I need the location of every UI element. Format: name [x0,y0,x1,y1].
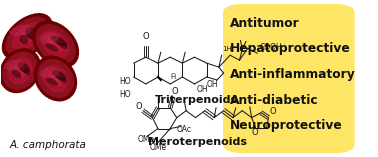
Ellipse shape [18,28,36,45]
Ellipse shape [2,13,53,60]
Ellipse shape [4,60,24,70]
Ellipse shape [48,70,63,87]
Text: 1H: 1H [223,46,232,52]
Ellipse shape [22,32,33,41]
Ellipse shape [16,66,24,75]
Text: COOH: COOH [259,43,282,52]
Text: Antitumor: Antitumor [230,17,300,30]
Ellipse shape [39,67,59,78]
Ellipse shape [9,25,32,36]
Ellipse shape [43,65,68,92]
Text: O: O [270,107,276,116]
Text: Anti-diabetic: Anti-diabetic [230,94,319,107]
Ellipse shape [19,35,28,44]
Text: OH: OH [197,85,208,94]
Ellipse shape [39,32,59,44]
Text: OMe: OMe [149,143,167,152]
Ellipse shape [31,34,38,42]
Ellipse shape [18,62,29,73]
Ellipse shape [36,24,76,65]
Ellipse shape [34,56,77,101]
Text: O: O [172,87,178,96]
Text: O: O [143,32,149,41]
Ellipse shape [13,63,28,79]
Ellipse shape [12,69,22,78]
Ellipse shape [32,20,79,68]
Ellipse shape [8,57,33,84]
Text: O: O [135,102,142,111]
Text: O: O [251,128,258,137]
Text: Hepatoprotective: Hepatoprotective [230,42,351,55]
FancyBboxPatch shape [223,4,355,153]
Text: HO: HO [119,90,131,99]
Ellipse shape [6,17,49,56]
Ellipse shape [41,30,70,59]
Text: Meroterpenoids: Meroterpenoids [147,137,246,147]
Text: Neuroprotective: Neuroprotective [230,119,343,133]
Text: HO: HO [119,77,131,87]
Ellipse shape [2,52,38,90]
Text: A. camphorata: A. camphorata [10,140,87,150]
Ellipse shape [37,59,74,98]
Text: Anti-inflammatory: Anti-inflammatory [230,68,356,81]
Text: Triterpenoids: Triterpenoids [155,95,238,105]
Ellipse shape [0,48,41,93]
Text: H̅: H̅ [170,74,176,80]
Text: OAc: OAc [177,125,192,134]
Ellipse shape [45,43,59,52]
Ellipse shape [25,27,36,39]
Ellipse shape [46,77,58,86]
Ellipse shape [12,22,43,51]
Text: OMe: OMe [137,135,154,144]
Ellipse shape [57,43,68,49]
Ellipse shape [58,77,67,83]
Ellipse shape [51,40,60,49]
Ellipse shape [52,70,67,81]
Text: OH: OH [207,80,218,89]
Ellipse shape [24,69,31,76]
Ellipse shape [51,36,67,46]
Ellipse shape [51,74,60,83]
Ellipse shape [47,36,64,53]
